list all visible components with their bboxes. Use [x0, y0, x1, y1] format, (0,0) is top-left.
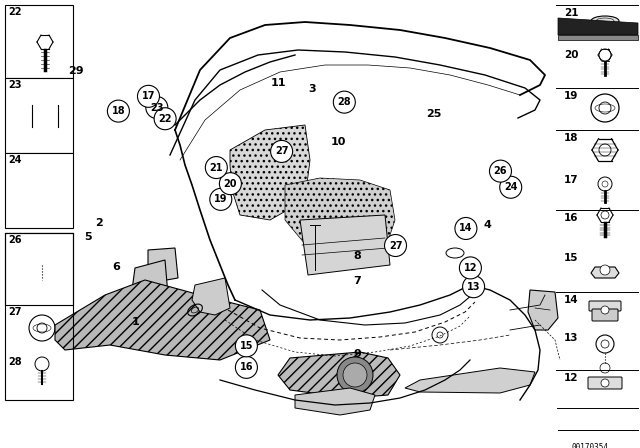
Bar [5, 153, 73, 228]
Text: 24: 24 [504, 182, 518, 192]
Ellipse shape [591, 16, 619, 26]
Circle shape [463, 276, 484, 298]
FancyBboxPatch shape [588, 377, 622, 389]
Text: 28: 28 [8, 357, 22, 367]
Polygon shape [132, 260, 168, 300]
Polygon shape [591, 267, 619, 278]
Circle shape [108, 100, 129, 122]
Bar [5, 233, 73, 305]
Text: 7: 7 [353, 276, 361, 286]
Text: 14: 14 [564, 295, 579, 305]
Text: 17: 17 [141, 91, 156, 101]
Text: 6: 6 [113, 262, 120, 271]
Text: 17: 17 [564, 175, 579, 185]
Polygon shape [230, 125, 310, 220]
Text: 22: 22 [158, 114, 172, 124]
Text: 13: 13 [564, 333, 579, 343]
Polygon shape [295, 388, 375, 415]
Circle shape [32, 193, 44, 205]
Text: 21: 21 [209, 163, 223, 172]
Text: 26: 26 [8, 235, 22, 245]
Text: 22: 22 [8, 7, 22, 17]
Circle shape [601, 306, 609, 314]
Bar [5, 233, 73, 400]
Text: 27: 27 [275, 146, 289, 156]
Circle shape [38, 252, 42, 256]
Text: 20: 20 [223, 179, 237, 189]
FancyBboxPatch shape [592, 309, 618, 321]
Circle shape [210, 188, 232, 211]
Polygon shape [18, 189, 58, 211]
Text: 24: 24 [8, 155, 22, 165]
Text: 11: 11 [271, 78, 286, 88]
Text: 12: 12 [564, 373, 579, 383]
Circle shape [271, 140, 292, 163]
Text: 4: 4 [484, 220, 492, 230]
Text: 12: 12 [463, 263, 477, 273]
Polygon shape [192, 278, 230, 315]
Text: 26: 26 [493, 166, 508, 176]
Circle shape [236, 335, 257, 357]
Text: 9: 9 [353, 349, 361, 359]
Text: 28: 28 [337, 97, 351, 107]
Text: 5: 5 [84, 232, 92, 241]
Polygon shape [300, 215, 390, 275]
Text: 19: 19 [564, 91, 579, 101]
Polygon shape [278, 352, 400, 398]
Text: 16: 16 [239, 362, 253, 372]
Text: 21: 21 [564, 8, 579, 18]
Circle shape [343, 363, 367, 387]
Text: 23: 23 [8, 80, 22, 90]
Circle shape [600, 265, 610, 275]
Text: 15: 15 [564, 253, 579, 263]
Text: 16: 16 [564, 213, 579, 223]
Text: 19: 19 [214, 194, 228, 204]
Text: 23: 23 [150, 103, 164, 112]
Polygon shape [285, 178, 395, 255]
Circle shape [337, 357, 373, 393]
Circle shape [601, 379, 609, 387]
Circle shape [333, 91, 355, 113]
Text: 10: 10 [330, 138, 346, 147]
Circle shape [490, 160, 511, 182]
Text: 25: 25 [426, 109, 442, 119]
Polygon shape [405, 368, 535, 393]
Ellipse shape [466, 278, 474, 292]
Polygon shape [148, 248, 178, 282]
Polygon shape [558, 35, 638, 40]
Text: 14: 14 [459, 224, 473, 233]
Circle shape [236, 356, 257, 379]
Circle shape [455, 217, 477, 240]
Circle shape [205, 156, 227, 179]
Text: 2: 2 [95, 218, 103, 228]
Text: 20: 20 [564, 50, 579, 60]
Polygon shape [528, 290, 558, 330]
Bar [5, 78, 73, 153]
FancyBboxPatch shape [589, 301, 621, 311]
Bar [5, 5, 73, 78]
Circle shape [460, 257, 481, 279]
Circle shape [385, 234, 406, 257]
Text: 18: 18 [111, 106, 125, 116]
Text: 1: 1 [132, 317, 140, 327]
Text: 29: 29 [68, 66, 83, 76]
Circle shape [220, 172, 241, 195]
Circle shape [146, 96, 168, 119]
Text: 13: 13 [467, 282, 481, 292]
Circle shape [500, 176, 522, 198]
Text: 15: 15 [239, 341, 253, 351]
Ellipse shape [591, 23, 619, 31]
Text: 18: 18 [564, 133, 579, 143]
Circle shape [154, 108, 176, 130]
Text: 3: 3 [308, 84, 316, 94]
Circle shape [138, 85, 159, 108]
Text: 8: 8 [353, 251, 361, 261]
Polygon shape [558, 18, 638, 35]
Polygon shape [55, 280, 270, 360]
Text: 00170354: 00170354 [572, 443, 609, 448]
Text: 27: 27 [388, 241, 403, 250]
Text: 27: 27 [8, 307, 22, 317]
